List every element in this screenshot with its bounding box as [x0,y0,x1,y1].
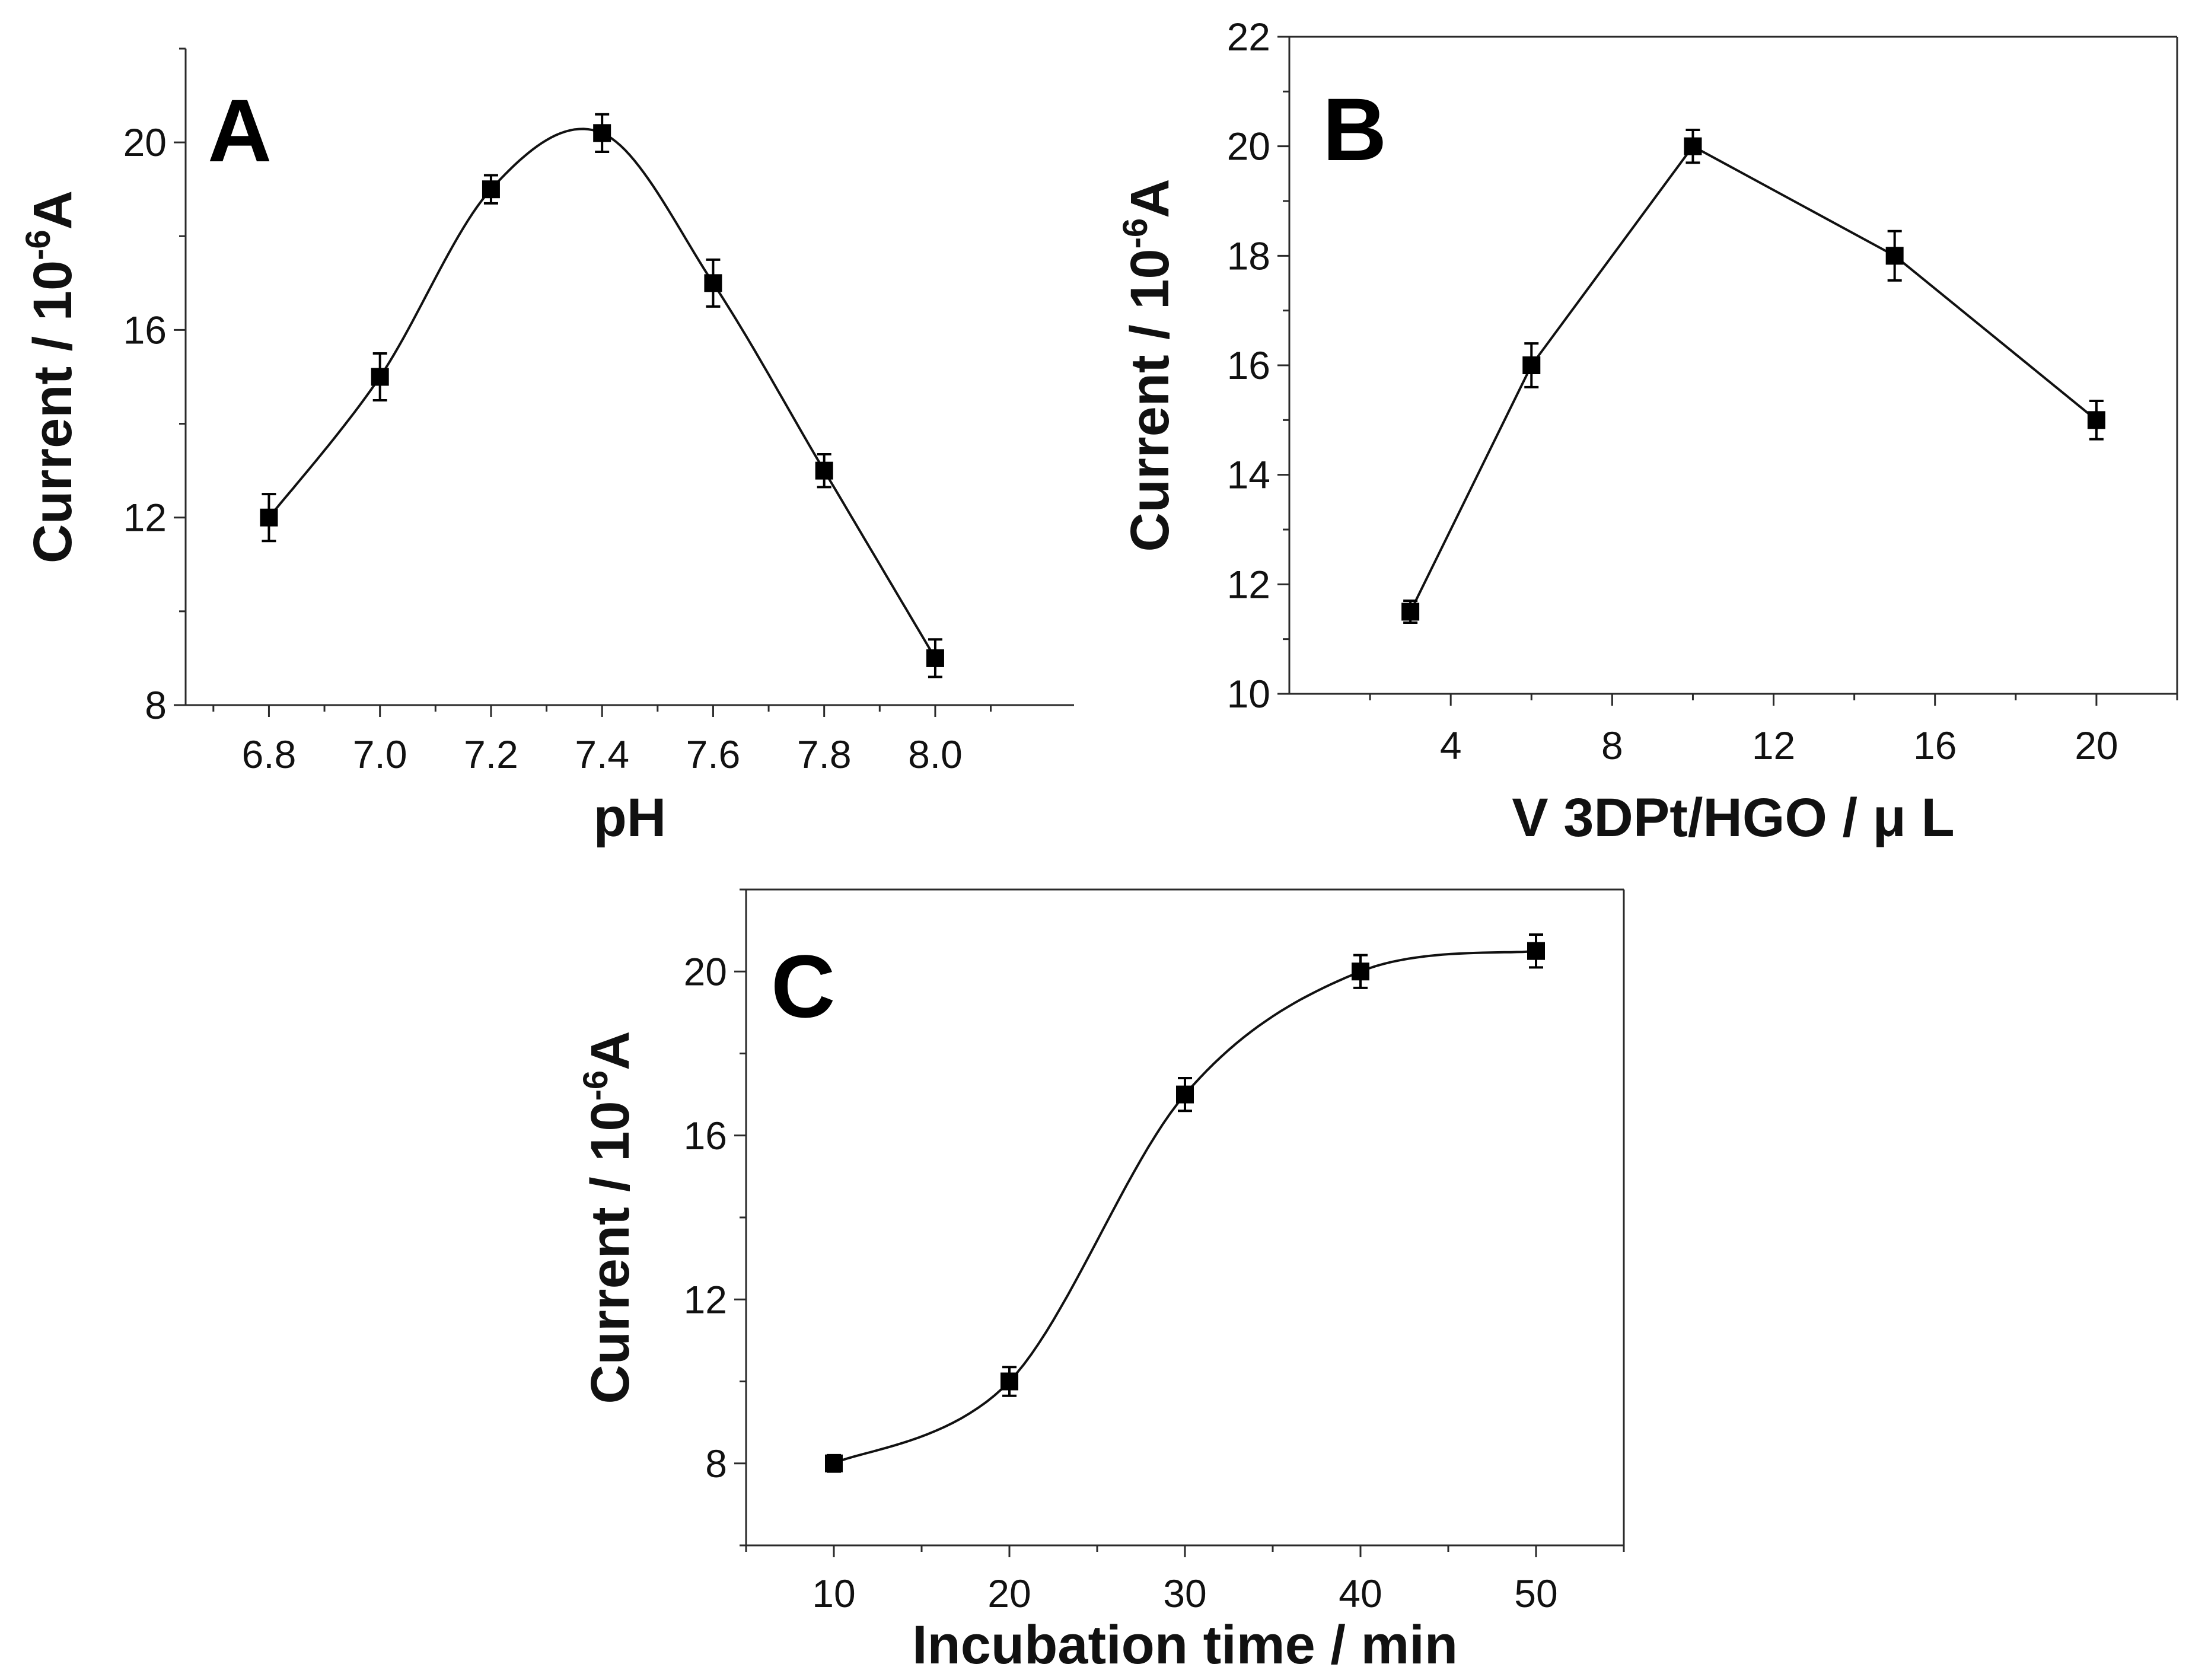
x-tick-label: 7.6 [686,732,741,776]
x-tick-label: 8 [1601,723,1623,767]
data-point [1522,356,1541,374]
data-point [482,180,500,199]
y-tick-label: 12 [1227,562,1270,606]
y-tick-label: 20 [1227,125,1270,168]
x-tick-label: 7.4 [575,732,629,776]
x-axis-title: pH [594,788,667,848]
data-point [1352,962,1369,981]
y-tick-label: 12 [123,496,167,540]
data-point [593,124,611,142]
panel-b: 10 12 14 16 18 20 22 4 8 12 16 20 V 3DPt/HGO / μ L Cu… [1116,15,2178,848]
data-point [825,1454,843,1472]
x-tick-label: 7.2 [464,732,518,776]
data-point [1176,1085,1194,1104]
x-tick-label: 50 [1514,1571,1557,1615]
y-tick-label: 12 [684,1277,727,1321]
x-tick-label: 10 [812,1571,855,1615]
y-tick-label: 16 [123,308,167,352]
data-point [1684,137,1702,155]
y-axis-title: Current / 10-6A [19,190,83,563]
panel-letter: A [208,81,272,180]
x-tick-label: 20 [987,1571,1031,1615]
x-tick-label: 40 [1339,1571,1382,1615]
y-tick-label: 18 [1227,234,1270,278]
series-line [1409,145,2098,613]
x-tick-label: 8.0 [908,732,963,776]
x-tick-label: 30 [1163,1571,1206,1615]
panel-a: 8 12 16 20 6.8 7.0 7.2 7.4 7.6 7.8 8.0 pH Current / … [19,47,1074,848]
y-axis-title: Current / 10-6A [1116,178,1180,552]
y-tick-label: 14 [1227,453,1270,497]
y-tick-label: 22 [1227,15,1270,59]
x-tick-label: 4 [1440,723,1462,767]
data-point [926,649,944,667]
data-point [260,508,278,527]
y-tick-label: 20 [123,120,167,164]
y-tick-label: 10 [1227,672,1270,716]
y-axis-title: Current / 10-6A [576,1031,641,1404]
y-tick-label: 8 [705,1442,727,1485]
x-axis-title: Incubation time / min [912,1615,1458,1675]
x-tick-label: 7.0 [353,732,407,776]
y-tick-label: 16 [684,1114,727,1158]
panel-letter: C [771,936,835,1036]
panel-letter: B [1323,79,1387,179]
data-point [1000,1372,1018,1391]
data-point [815,461,833,480]
series-line [833,949,1537,1465]
series-line [267,127,936,659]
data-point [2087,411,2105,429]
x-tick-label: 12 [1752,723,1795,767]
x-tick-label: 7.8 [797,732,852,776]
panel-c: 8 12 16 20 10 20 30 40 50 Incubation time / min Cu… [576,888,1625,1675]
x-tick-label: 20 [2075,723,2118,767]
y-tick-label: 16 [1227,343,1270,387]
y-tick-label: 20 [684,949,727,993]
data-point [704,274,722,292]
data-point [1401,602,1420,621]
x-axis-title: V 3DPt/HGO / μ L [1512,788,1954,848]
x-tick-label: 6.8 [242,732,297,776]
data-point [371,368,389,386]
y-tick-label: 8 [145,683,167,727]
data-point [1527,942,1545,960]
data-point [1885,247,1904,265]
x-tick-label: 16 [1913,723,1957,767]
